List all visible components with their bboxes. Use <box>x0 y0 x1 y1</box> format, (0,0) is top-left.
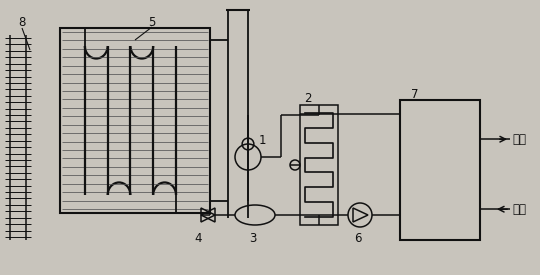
Text: 5: 5 <box>148 15 156 29</box>
Text: 7: 7 <box>411 87 418 100</box>
Text: 4: 4 <box>194 232 202 244</box>
Bar <box>60 28 210 213</box>
Bar <box>300 105 338 225</box>
Text: 1: 1 <box>258 133 266 147</box>
Text: 3: 3 <box>249 232 256 244</box>
Text: 冷水: 冷水 <box>512 203 526 216</box>
Text: 2: 2 <box>304 92 312 104</box>
Text: 8: 8 <box>18 15 26 29</box>
Text: 热水: 热水 <box>512 133 526 146</box>
Text: 6: 6 <box>354 232 362 244</box>
Bar <box>400 100 480 240</box>
